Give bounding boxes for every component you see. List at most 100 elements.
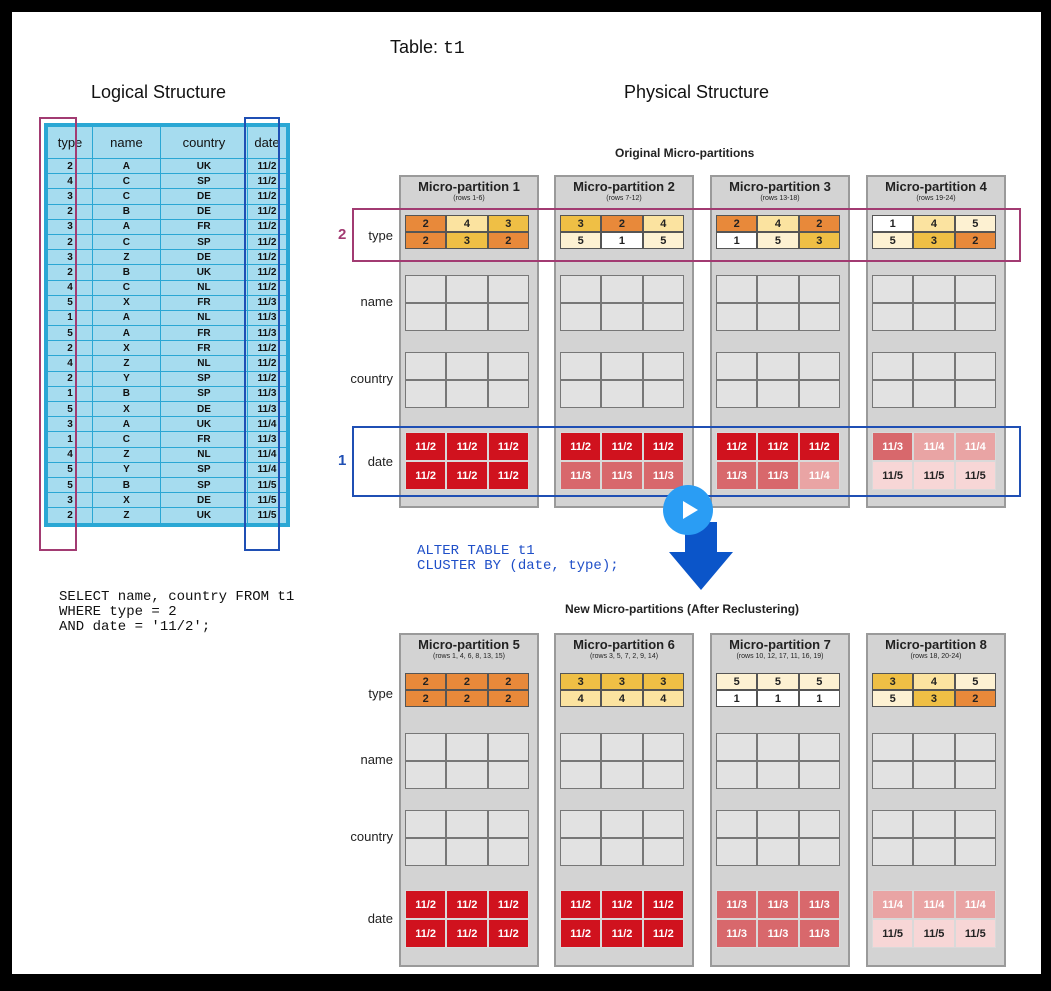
empty-cell bbox=[446, 303, 488, 331]
date-cell: 11/2 bbox=[446, 461, 488, 490]
table-cell-country: SP bbox=[159, 385, 249, 403]
micro-partition-title: Micro-partition 2 bbox=[573, 179, 675, 194]
empty-cell bbox=[405, 352, 447, 380]
table-cell-country: NL bbox=[159, 279, 249, 296]
micro-partition-title: Micro-partition 8 bbox=[885, 637, 987, 652]
play-icon[interactable] bbox=[683, 501, 698, 519]
type-cell: 4 bbox=[560, 690, 602, 707]
table-cell-country: DE bbox=[159, 249, 249, 266]
name-cells bbox=[716, 733, 840, 789]
empty-cell bbox=[872, 761, 914, 789]
type-marker: 2 bbox=[338, 226, 347, 243]
type-cell: 3 bbox=[913, 690, 955, 707]
type-cell: 1 bbox=[716, 690, 758, 707]
date-cell: 11/3 bbox=[798, 890, 840, 919]
micro-partition: Micro-partition 1 (rows 1-6) 2 4 3 2 3 2 11/2 11/… bbox=[399, 175, 539, 508]
table-title: Table: t1 bbox=[390, 37, 465, 59]
date-cell: 11/2 bbox=[642, 919, 684, 948]
empty-cell bbox=[601, 810, 643, 838]
empty-cell bbox=[642, 380, 684, 408]
date-cell: 11/3 bbox=[601, 461, 643, 490]
date-marker: 1 bbox=[338, 452, 347, 469]
table-cell-name: Z bbox=[92, 355, 161, 372]
empty-cell bbox=[913, 352, 955, 380]
country-cells bbox=[872, 352, 996, 408]
empty-cell bbox=[405, 275, 447, 303]
empty-cell bbox=[872, 838, 914, 866]
country-cells bbox=[872, 810, 996, 866]
micro-partition: Micro-partition 6 (rows 3, 5, 7, 2, 9, 14… bbox=[554, 633, 694, 967]
empty-cell bbox=[872, 352, 914, 380]
empty-cell bbox=[560, 275, 602, 303]
empty-cell bbox=[716, 838, 758, 866]
empty-cell bbox=[560, 303, 602, 331]
empty-cell bbox=[913, 810, 955, 838]
empty-cell bbox=[601, 352, 643, 380]
empty-cell bbox=[913, 733, 955, 761]
empty-cell bbox=[716, 303, 758, 331]
down-arrow-icon bbox=[669, 522, 733, 590]
empty-cell bbox=[716, 761, 758, 789]
micro-partition-title: Micro-partition 7 bbox=[729, 637, 831, 652]
type-cell: 2 bbox=[798, 215, 840, 232]
table-cell-country: DE bbox=[159, 203, 249, 220]
type-cell: 3 bbox=[642, 673, 684, 690]
date-cell: 11/4 bbox=[954, 890, 996, 919]
type-cell: 4 bbox=[757, 215, 799, 232]
type-cell: 3 bbox=[601, 673, 643, 690]
table-cell-name: B bbox=[92, 203, 161, 220]
type-cell: 3 bbox=[872, 673, 914, 690]
table-cell-name: C bbox=[92, 188, 161, 205]
table-cell-name: C bbox=[92, 233, 161, 251]
type-cell: 2 bbox=[954, 690, 996, 707]
date-cells: 11/3 11/4 11/4 11/5 11/5 11/5 bbox=[872, 432, 996, 490]
table-row: 5 Y SP 11/4 bbox=[45, 461, 289, 478]
micro-partition: Micro-partition 4 (rows 19-24) 1 4 5 5 3 2 11/3 1… bbox=[866, 175, 1006, 508]
empty-cell bbox=[405, 810, 447, 838]
date-cell: 11/5 bbox=[913, 919, 955, 948]
date-cell: 11/4 bbox=[872, 890, 914, 919]
diagram-canvas: Table: t1 Logical Structure type name coun… bbox=[12, 12, 1041, 974]
date-cell: 11/2 bbox=[446, 890, 488, 919]
type-cell: 1 bbox=[716, 232, 758, 249]
row-label-name: name bbox=[360, 752, 393, 767]
table-cell-name: A bbox=[92, 416, 161, 433]
empty-cell bbox=[642, 810, 684, 838]
name-cells bbox=[560, 275, 684, 331]
type-cell: 1 bbox=[872, 215, 914, 232]
type-cell: 4 bbox=[913, 215, 955, 232]
type-cell: 5 bbox=[642, 232, 684, 249]
empty-cell bbox=[560, 352, 602, 380]
date-cell: 11/2 bbox=[757, 432, 799, 461]
empty-cell bbox=[405, 303, 447, 331]
table-cell-country: DE bbox=[159, 492, 249, 509]
date-cell: 11/2 bbox=[560, 919, 602, 948]
table-cell-name: B bbox=[92, 385, 161, 403]
empty-cell bbox=[757, 380, 799, 408]
table-row: 5 B SP 11/5 bbox=[45, 476, 289, 494]
empty-cell bbox=[798, 838, 840, 866]
empty-cell bbox=[757, 275, 799, 303]
play-button[interactable] bbox=[662, 484, 714, 536]
table-cell-name: A bbox=[92, 325, 161, 342]
micro-partition: Micro-partition 2 (rows 7-12) 3 2 4 5 1 5 11/2 11… bbox=[554, 175, 694, 508]
micro-partition-rows: (rows 3, 5, 7, 2, 9, 14) bbox=[589, 653, 659, 660]
empty-cell bbox=[954, 303, 996, 331]
country-cells bbox=[716, 810, 840, 866]
empty-cell bbox=[913, 275, 955, 303]
date-cell: 11/2 bbox=[601, 432, 643, 461]
date-cell: 11/2 bbox=[642, 432, 684, 461]
table-cell-name: B bbox=[92, 476, 161, 494]
empty-cell bbox=[913, 761, 955, 789]
micro-partition-title: Micro-partition 1 bbox=[418, 179, 520, 194]
empty-cell bbox=[405, 838, 447, 866]
table-cell-country: FR bbox=[159, 431, 249, 448]
type-cell: 3 bbox=[913, 232, 955, 249]
micro-partition-rows: (rows 18, 20-24) bbox=[910, 653, 962, 660]
empty-cell bbox=[954, 733, 996, 761]
type-cell: 5 bbox=[716, 673, 758, 690]
table-cell-country: UK bbox=[159, 507, 249, 525]
